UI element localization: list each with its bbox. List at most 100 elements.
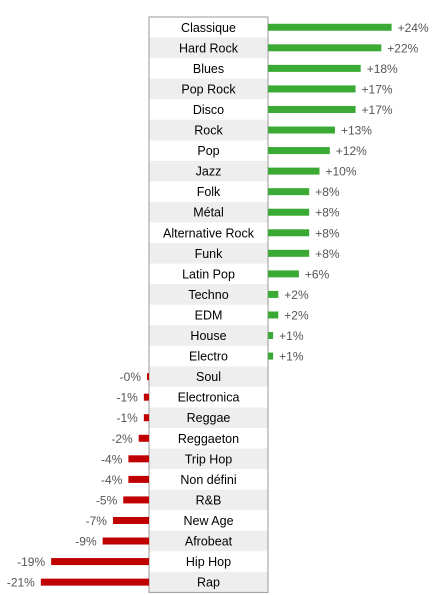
data-label: -0%: [120, 370, 142, 384]
data-label: +10%: [326, 165, 357, 179]
data-label: -4%: [101, 452, 123, 466]
category-label: Soul: [196, 370, 221, 384]
bar: [268, 44, 382, 52]
data-label: -19%: [17, 555, 45, 569]
category-label: Latin Pop: [182, 267, 235, 281]
bar: [123, 496, 149, 504]
bar: [268, 208, 310, 216]
data-label: +24%: [398, 21, 429, 35]
bar: [268, 105, 356, 113]
bar: [128, 475, 149, 483]
category-row-stripe: [149, 366, 268, 387]
category-label: Pop: [197, 144, 219, 158]
category-row-stripe: [149, 160, 268, 182]
data-label: -5%: [96, 493, 118, 507]
category-label: Rap: [197, 576, 220, 590]
bar: [143, 393, 149, 401]
data-label: +1%: [279, 350, 304, 364]
category-row-stripe: [149, 284, 268, 305]
data-label: -2%: [111, 432, 133, 446]
category-row-stripe: [149, 571, 268, 593]
bar: [268, 167, 320, 175]
bar: [138, 434, 149, 442]
category-label: Métal: [193, 206, 224, 220]
category-label: House: [190, 329, 226, 343]
data-label: -21%: [7, 576, 35, 590]
data-label: +8%: [315, 206, 340, 220]
category-row-stripe: [149, 201, 268, 223]
data-label: -4%: [101, 473, 123, 487]
bar: [112, 516, 149, 524]
data-label: +8%: [315, 185, 340, 199]
data-label: -1%: [117, 411, 139, 425]
category-label: Electro: [189, 350, 228, 364]
data-label: +13%: [341, 124, 372, 138]
category-label: Funk: [195, 247, 224, 261]
category-label: Afrobeat: [185, 535, 233, 549]
category-label: Reggaeton: [178, 432, 239, 446]
bar: [102, 537, 149, 545]
data-label: -1%: [117, 391, 139, 405]
bar: [40, 578, 149, 586]
category-label: Pop Rock: [181, 82, 236, 96]
category-label: Blues: [193, 62, 224, 76]
category-label: Classique: [181, 21, 236, 35]
bar: [268, 147, 330, 155]
data-label: +2%: [284, 308, 309, 322]
data-label: +18%: [367, 62, 398, 76]
category-row-stripe: [149, 530, 268, 552]
data-label: -7%: [86, 514, 108, 528]
category-label: Folk: [197, 185, 221, 199]
category-label: Disco: [193, 103, 224, 117]
data-label: +17%: [362, 103, 393, 117]
bar: [51, 558, 149, 566]
bar: [268, 126, 335, 134]
data-label: +2%: [284, 288, 309, 302]
bar: [147, 373, 149, 381]
category-label: Rock: [194, 124, 223, 138]
category-label: Hard Rock: [179, 41, 239, 55]
category-label: Jazz: [196, 165, 222, 179]
bar: [268, 229, 310, 237]
bar: [268, 249, 310, 257]
bar: [268, 23, 392, 31]
bar: [268, 311, 279, 319]
category-row-stripe: [149, 78, 268, 100]
category-row-stripe: [149, 407, 268, 428]
category-label: EDM: [195, 308, 223, 322]
category-row-stripe: [149, 243, 268, 264]
data-label: +17%: [362, 82, 393, 96]
data-label: +22%: [387, 41, 418, 55]
category-label: Electronica: [178, 391, 240, 405]
bar: [268, 270, 299, 278]
data-label: +12%: [336, 144, 367, 158]
category-label: Reggae: [187, 411, 231, 425]
bar: [268, 290, 279, 298]
category-row-stripe: [149, 489, 268, 511]
data-label: +8%: [315, 226, 340, 240]
category-row-stripe: [149, 448, 268, 470]
bar: [143, 414, 149, 422]
category-row-stripe: [149, 37, 268, 59]
category-row-stripe: [149, 325, 268, 346]
category-label: R&B: [196, 493, 222, 507]
category-label: New Age: [183, 514, 233, 528]
bar: [268, 352, 274, 360]
bar: [268, 188, 310, 196]
category-label: Non défini: [180, 473, 236, 487]
bar: [268, 85, 356, 93]
bar: [268, 332, 274, 340]
category-row-stripe: [149, 119, 268, 141]
category-label: Trip Hop: [185, 452, 233, 466]
category-label: Alternative Rock: [163, 226, 255, 240]
data-label: +1%: [279, 329, 304, 343]
bar: [128, 455, 149, 463]
category-label-box: [148, 16, 269, 593]
category-label: Techno: [188, 288, 228, 302]
data-label: +6%: [305, 267, 330, 281]
category-label: Hip Hop: [186, 555, 231, 569]
bar: [268, 64, 361, 72]
data-label: -9%: [75, 535, 97, 549]
data-label: +8%: [315, 247, 340, 261]
